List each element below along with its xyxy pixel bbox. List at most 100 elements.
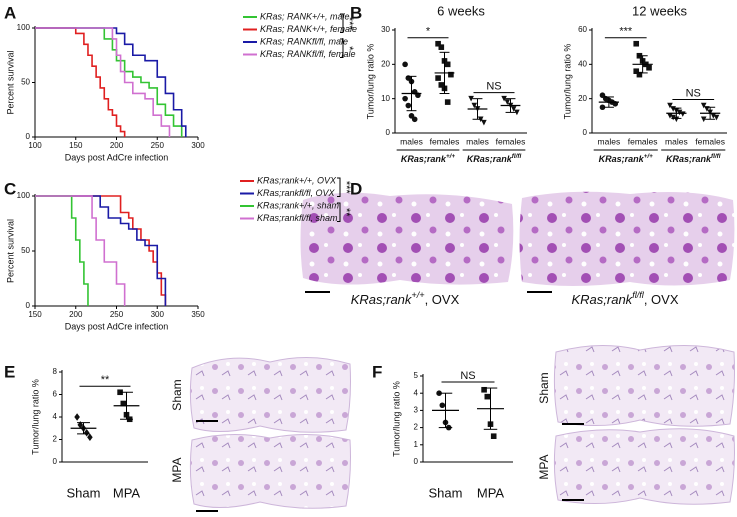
image-caption-suffix: , OVX [644, 292, 679, 307]
image-caption-suffix: , OVX [425, 292, 460, 307]
data-point [402, 61, 408, 68]
x-tick-label: 200 [110, 141, 124, 150]
significance-label: NS [686, 87, 701, 99]
significance-label: * [343, 46, 355, 51]
image-caption: KRas;rankfl/fl, OVX [571, 290, 678, 307]
x-tick-label: MPA [477, 485, 505, 500]
histology-image [519, 191, 735, 286]
image-caption-sup: fl/fl [632, 290, 645, 300]
histology-image [300, 192, 514, 285]
data-point [633, 68, 640, 74]
data-point [484, 393, 491, 400]
data-point [435, 40, 441, 47]
image-caption-base: KRas;rank [351, 292, 413, 307]
x-tick-label: 250 [151, 141, 165, 150]
panel-letter: D [350, 179, 362, 198]
data-point [448, 71, 454, 78]
data-point [438, 82, 445, 88]
y-tick-label: 4 [53, 412, 58, 421]
x-tick-label: 250 [110, 310, 124, 319]
data-point [87, 433, 93, 442]
survival-curve [35, 195, 126, 306]
y-axis-label: Tumor/lung ratio % [562, 44, 572, 120]
data-point [411, 116, 418, 123]
data-point [670, 106, 676, 112]
survival-curve [35, 27, 171, 137]
survival-curve [35, 27, 126, 137]
data-point [679, 111, 686, 117]
y-tick-label: 8 [53, 367, 58, 376]
x-tick-label: 300 [191, 141, 205, 150]
x-axis-label: Days post AdCre infection [65, 321, 169, 331]
x-tick-label: females [695, 136, 725, 146]
data-point [510, 106, 517, 112]
x-axis-label: Days post AdCre infection [65, 152, 169, 162]
data-point [405, 102, 412, 109]
data-point [501, 95, 507, 102]
image-caption-sup: +/+ [411, 290, 424, 300]
x-tick-label: males [598, 136, 621, 146]
y-tick-label: 2 [53, 435, 58, 444]
panel-letter: A [4, 3, 16, 22]
data-point [700, 102, 707, 109]
significance-label: NS [486, 81, 501, 93]
group-label: KRas;rank+/+ [401, 153, 455, 164]
group-label-base: KRas;rank [666, 154, 712, 164]
panel-letter: B [350, 3, 362, 22]
legend-label: KRas;rank+/+, sham [257, 200, 340, 210]
survival-curve [35, 195, 167, 306]
legend-label: KRas; RANK+/+, male [260, 11, 350, 21]
y-tick-label: 30 [381, 25, 390, 34]
group-label: KRas;rankfl/fl [467, 153, 522, 164]
data-point [667, 102, 673, 109]
data-point [444, 61, 451, 68]
panel-letter: E [4, 362, 15, 381]
group-label-sup: fl/fl [512, 153, 522, 160]
significance-bracket [340, 13, 344, 33]
legend-label: KRas;rank+/+, OVX [257, 175, 337, 185]
histology-image [189, 433, 351, 509]
data-point [713, 114, 720, 121]
y-tick-label: 40 [578, 59, 587, 68]
x-tick-label: MPA [113, 485, 141, 500]
y-axis-label: Tumor/lung ratio % [365, 44, 375, 120]
legend-label: KRas;rankfl/fl, OVX [257, 188, 336, 198]
survival-curve [35, 27, 183, 137]
y-tick-label: 4 [414, 388, 419, 397]
y-tick-label: 20 [381, 59, 390, 68]
y-tick-label: 60 [578, 25, 587, 34]
image-caption-base: KRas;rank [571, 292, 633, 307]
x-tick-label: 150 [28, 310, 42, 319]
x-tick-label: 150 [69, 141, 83, 150]
data-point [670, 114, 676, 121]
data-point [710, 113, 717, 119]
significance-label: *** [340, 181, 352, 195]
group-label-sup: +/+ [644, 153, 653, 160]
y-axis-label: Percent survival [5, 50, 15, 114]
legend-label: KRas; RANK+/+, female [260, 24, 357, 34]
y-tick-label: 6 [53, 390, 58, 399]
data-point [435, 75, 441, 81]
panel-letter: C [4, 179, 16, 198]
significance-label: * [426, 26, 431, 38]
data-point [633, 40, 640, 47]
significance-bracket [340, 38, 344, 58]
data-point [599, 104, 606, 111]
x-tick-label: 350 [191, 310, 205, 319]
data-point [120, 400, 127, 407]
group-label-base: KRas;rank [401, 154, 447, 164]
data-point [468, 95, 474, 102]
significance-label: *** [343, 17, 355, 31]
y-tick-label: 0 [583, 128, 588, 137]
group-label-base: KRas;rank [467, 154, 513, 164]
data-point [481, 386, 487, 393]
y-axis-label: Tumor/lung ratio % [391, 381, 401, 457]
image-label: Sham [170, 379, 184, 410]
data-point [676, 109, 683, 116]
data-point [438, 44, 445, 50]
data-point [490, 433, 497, 439]
histology-image [553, 428, 735, 505]
data-point [673, 116, 680, 123]
y-tick-label: 0 [26, 301, 31, 310]
